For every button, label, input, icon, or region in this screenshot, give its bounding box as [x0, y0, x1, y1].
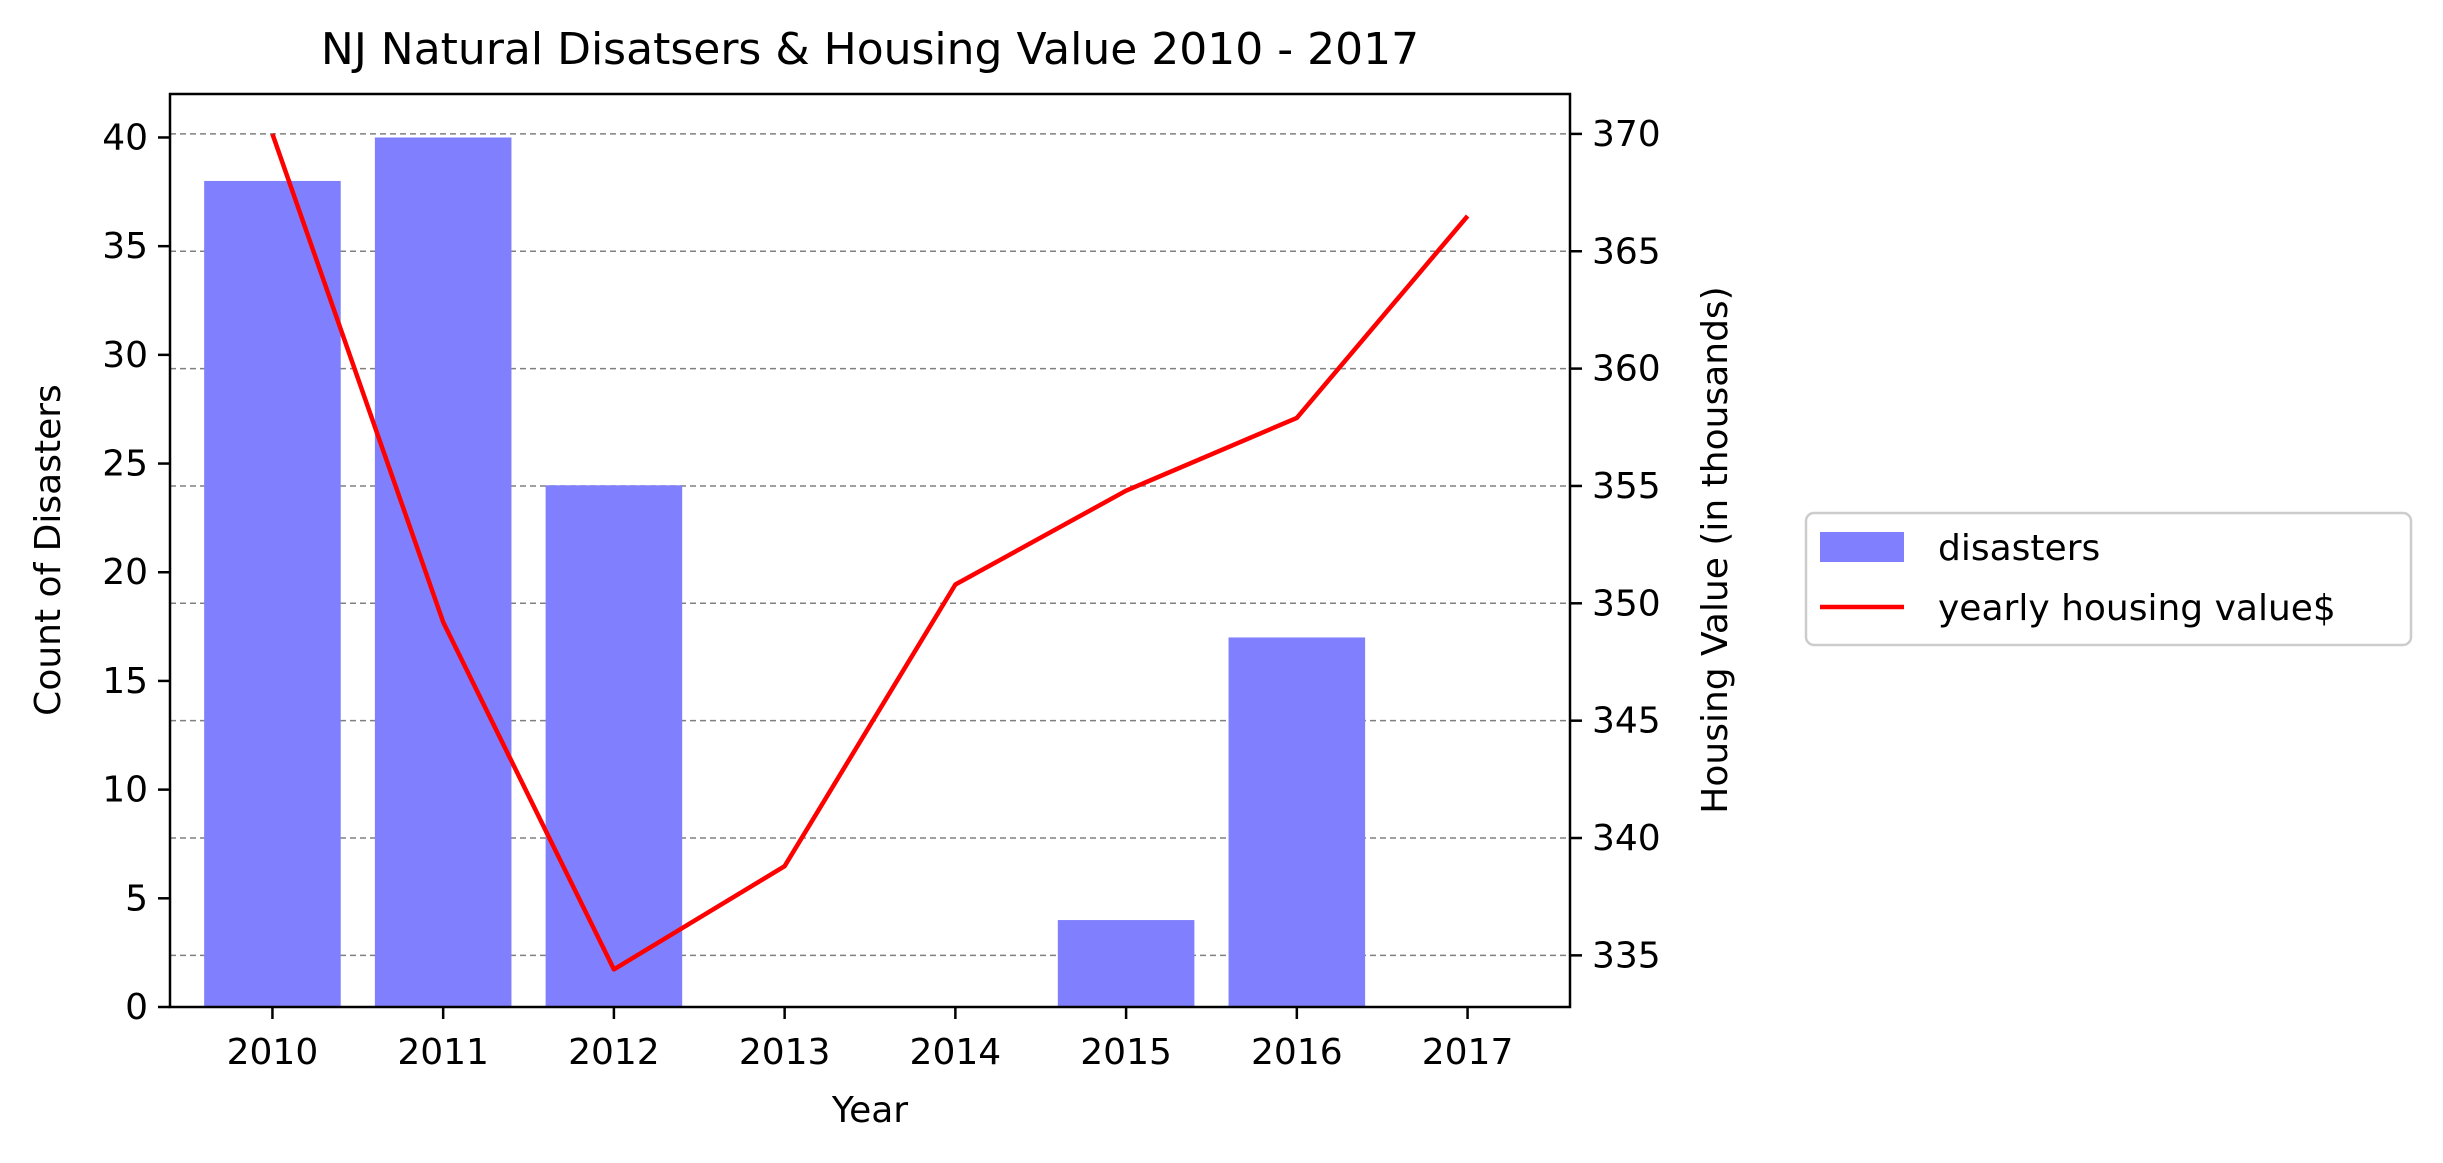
y2-tick-label-350: 350	[1592, 583, 1661, 624]
legend: disasters yearly housing value$	[1804, 511, 2413, 647]
x-axis-title: Year	[831, 1090, 908, 1131]
x-tick-label-2014: 2014	[910, 1032, 1002, 1073]
y2-axis-title: Housing Value (in thousands)	[1695, 286, 1736, 813]
bar-2010	[204, 180, 341, 1007]
right-axis: 335 340 345 350 355 360 365 370	[1570, 114, 1661, 976]
y2-tick-label-360: 360	[1592, 349, 1661, 390]
plot-frame	[168, 92, 1572, 1009]
bar-series	[204, 137, 1366, 1007]
y-tick-label-0: 0	[125, 987, 148, 1028]
y-tick-label-15: 15	[102, 661, 148, 702]
legend-swatch-disasters	[1820, 532, 1904, 562]
x-tick-label-2010: 2010	[227, 1032, 319, 1073]
housing-value-line	[270, 133, 1470, 972]
y2-tick-label-340: 340	[1592, 818, 1661, 859]
y-tick-label-5: 5	[125, 878, 148, 919]
y2-tick-label-370: 370	[1592, 114, 1661, 155]
y2-tick-label-355: 355	[1592, 466, 1661, 507]
legend-label-housing-value: yearly housing value$	[1938, 588, 2336, 629]
x-tick-label-2011: 2011	[397, 1032, 489, 1073]
y2-tick-label-335: 335	[1592, 935, 1661, 976]
line-series	[270, 133, 1470, 972]
x-tick-label-2016: 2016	[1251, 1032, 1343, 1073]
y-axis-title: Count of Disasters	[28, 384, 69, 716]
y-tick-label-30: 30	[102, 335, 148, 376]
x-axis: 2010 2011 2012 2013 2014 2015 2016 2017	[227, 1007, 1514, 1073]
y-tick-label-20: 20	[102, 552, 148, 593]
chart-title: NJ Natural Disatsers & Housing Value 201…	[321, 24, 1419, 75]
x-tick-label-2013: 2013	[739, 1032, 831, 1073]
legend-frame	[1804, 511, 2413, 647]
y-tick-label-25: 25	[102, 444, 148, 485]
legend-label-disasters: disasters	[1938, 528, 2100, 569]
y2-tick-label-345: 345	[1592, 701, 1661, 742]
y-tick-label-40: 40	[102, 117, 148, 158]
x-tick-label-2015: 2015	[1080, 1032, 1172, 1073]
bar-2016	[1228, 637, 1366, 1007]
bar-2015	[1057, 920, 1195, 1007]
y-tick-label-35: 35	[102, 226, 148, 267]
bar-2011	[374, 137, 512, 1007]
y-tick-label-10: 10	[102, 770, 148, 811]
y2-tick-label-365: 365	[1592, 231, 1661, 272]
bar-2012	[545, 485, 683, 1007]
left-axis: 0 5 10 15 20 25 30 35 40	[102, 117, 170, 1028]
x-tick-label-2017: 2017	[1422, 1032, 1514, 1073]
x-tick-label-2012: 2012	[568, 1032, 660, 1073]
